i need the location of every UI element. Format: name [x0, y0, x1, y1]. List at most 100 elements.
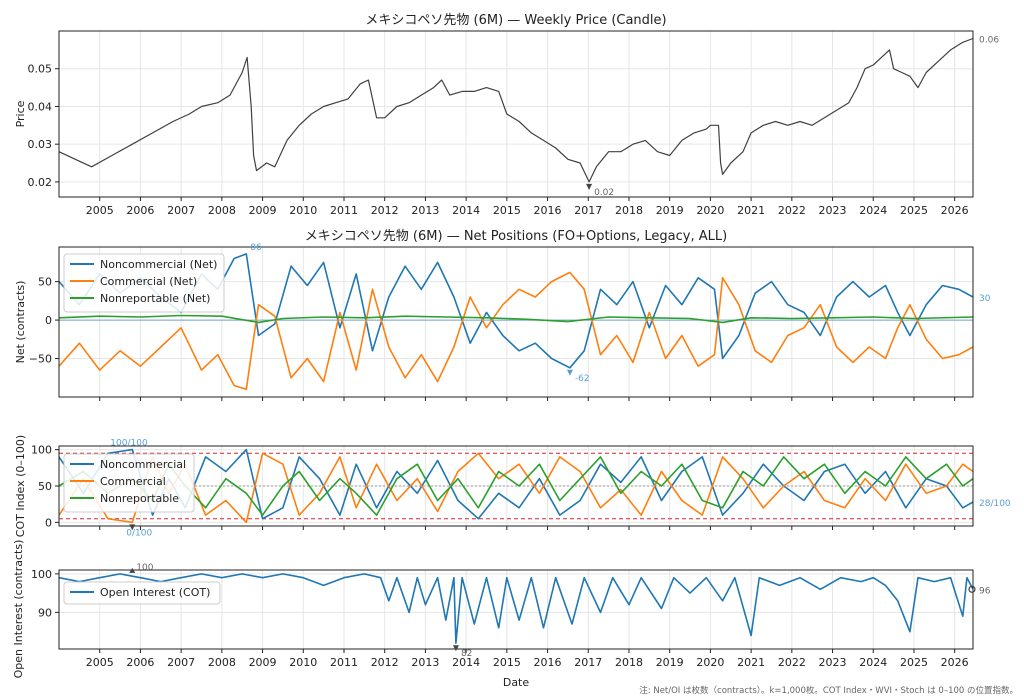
- y-tick-label: 0.03: [28, 138, 53, 151]
- series-line-price: [58, 37, 974, 183]
- x-tick-label: 2014: [452, 656, 480, 669]
- cot-y-ticks: 0 50 100: [31, 444, 52, 530]
- x-tick-label: 2012: [371, 204, 399, 217]
- x-tick-label: 2015: [493, 204, 521, 217]
- x-tick-label: 2021: [737, 204, 765, 217]
- price-series: [58, 37, 974, 183]
- oi-legend: Open Interest (COT): [63, 581, 221, 605]
- legend-label: Nonreportable: [100, 492, 179, 505]
- end-value-label: 0.06: [979, 36, 999, 46]
- x-tick-label: 2013: [411, 656, 439, 669]
- open-interest-panel: Open Interest (contracts) 90 100 2005 2006…: [12, 540, 991, 689]
- net-y-axis-label: Net (contracts): [14, 281, 27, 364]
- legend-label: Commercial: [100, 475, 166, 488]
- series-line-noncommercial: [58, 448, 974, 520]
- end-value-label: 96: [979, 586, 991, 596]
- net-legend: Noncommercial (Net) Commercial (Net) Nonre…: [63, 253, 225, 313]
- legend-label: Noncommercial (Net): [100, 258, 217, 271]
- x-tick-label: 2024: [859, 204, 887, 217]
- x-tick-label: 2009: [249, 204, 277, 217]
- legend-label: Noncommercial: [100, 458, 186, 471]
- x-tick-label: 2018: [615, 656, 643, 669]
- price-y-axis-label: Price: [14, 100, 27, 127]
- series-line-noncommercial-net: [58, 253, 974, 369]
- x-tick-label: 2022: [778, 204, 806, 217]
- min-value-label: -62: [575, 374, 590, 384]
- oi-x-ticks: 2005 2006 2007 2008 2009 2010 2011 2012 2013 2014…: [86, 656, 969, 669]
- oi-y-ticks: 90 100: [31, 568, 52, 620]
- x-tick-label: 2023: [819, 656, 847, 669]
- net-plot-frame: [58, 246, 974, 398]
- min-value-label: 0.02: [594, 188, 614, 198]
- x-tick-label: 2020: [696, 204, 724, 217]
- min-marker: [129, 524, 136, 531]
- min-value-label: 0/100: [126, 528, 152, 538]
- x-tick-label: 2026: [941, 204, 969, 217]
- max-value-label: 100: [136, 563, 153, 573]
- cot-index-panel: COT Index (0–100) 0 50 100 100/100 0/100 28/…: [14, 435, 1011, 539]
- x-tick-label: 2022: [778, 656, 806, 669]
- y-tick-label: 0.05: [28, 63, 53, 76]
- x-tick-label: 2023: [819, 204, 847, 217]
- x-tick-label: 2008: [208, 204, 236, 217]
- x-tick-label: 2016: [534, 204, 562, 217]
- net-panel: メキシコペソ先物 (6M) — Net Positions (FO+Option…: [14, 229, 991, 401]
- legend-label: Nonreportable (Net): [100, 292, 210, 305]
- legend-box: [63, 253, 225, 313]
- y-tick-label: 0: [45, 516, 52, 529]
- max-value-label: 100/100: [110, 439, 148, 449]
- cot-legend: Noncommercial Commercial Nonreportable: [63, 453, 195, 513]
- net-annotations: 86 -62 30: [250, 243, 990, 384]
- cot-annotations: 100/100 0/100 28/100: [110, 439, 1011, 539]
- y-tick-label: 50: [38, 276, 52, 289]
- oi-annotations: 100 82 96: [129, 563, 991, 659]
- x-axis-label: Date: [503, 676, 530, 689]
- oi-y-axis-label: Open Interest (contracts): [12, 540, 25, 679]
- net-chart-title: メキシコペソ先物 (6M) — Net Positions (FO+Option…: [305, 229, 727, 244]
- x-tick-label: 2006: [126, 204, 154, 217]
- x-tick-label: 2006: [126, 656, 154, 669]
- y-tick-label: −50: [29, 353, 52, 366]
- series-line-nonreportable-net: [58, 314, 974, 324]
- x-tick-label: 2026: [941, 656, 969, 669]
- x-tick-label: 2025: [900, 656, 928, 669]
- oi-series: [58, 573, 974, 644]
- y-tick-label: 0.02: [28, 176, 53, 189]
- price-annotations: 0.06 0.02: [586, 36, 999, 198]
- end-value-label: 28/100: [979, 499, 1011, 509]
- y-tick-label: 100: [31, 444, 52, 457]
- min-value-label: 82: [461, 649, 472, 659]
- x-tick-label: 2017: [574, 204, 602, 217]
- x-tick-label: 2018: [615, 204, 643, 217]
- x-tick-label: 2007: [167, 656, 195, 669]
- price-panel: メキシコペソ先物 (6M) — Weekly Price (Candle) Pr…: [14, 13, 999, 217]
- x-tick-label: 2010: [289, 656, 317, 669]
- x-tick-label: 2008: [208, 656, 236, 669]
- net-series: [58, 253, 974, 391]
- price-x-ticks: 2005 2006 2007 2008 2009 2010 2011 2012 2013 2014…: [86, 204, 969, 217]
- x-tick-label: 2019: [656, 204, 684, 217]
- price-grid: [59, 31, 973, 197]
- legend-label: Open Interest (COT): [100, 586, 210, 599]
- series-line-commercial-net: [58, 271, 974, 391]
- series-line-open-interest-cot: [58, 573, 974, 644]
- x-tick-label: 2005: [86, 656, 114, 669]
- x-tick-label: 2015: [493, 656, 521, 669]
- legend-label: Commercial (Net): [100, 275, 197, 288]
- min-marker: [566, 369, 573, 376]
- footnote: 注: Net/OI は枚数（contracts）。k=1,000枚。COT In…: [639, 685, 1018, 696]
- x-tick-label: 2014: [452, 204, 480, 217]
- x-tick-label: 2011: [330, 656, 358, 669]
- cot-series: [58, 448, 974, 524]
- cot-y-axis-label: COT Index (0–100): [14, 435, 27, 537]
- series-line-nonreportable: [58, 456, 974, 516]
- price-chart-title: メキシコペソ先物 (6M) — Weekly Price (Candle): [365, 13, 666, 28]
- x-tick-label: 2016: [534, 656, 562, 669]
- max-value-label: 86: [250, 243, 262, 253]
- y-tick-label: 0: [45, 314, 52, 327]
- x-tick-label: 2010: [289, 204, 317, 217]
- y-tick-label: 90: [38, 606, 52, 619]
- legend-box: [63, 581, 221, 605]
- x-tick-label: 2013: [411, 204, 439, 217]
